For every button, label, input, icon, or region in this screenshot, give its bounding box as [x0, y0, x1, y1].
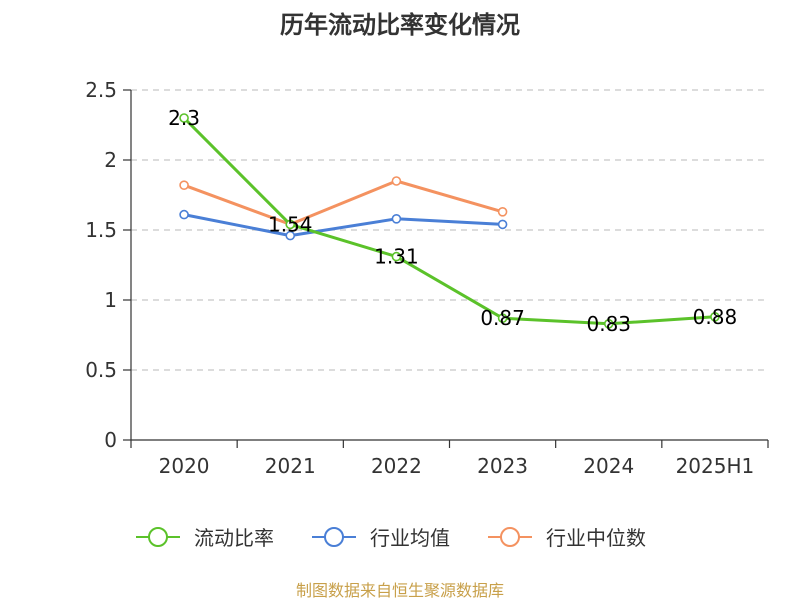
legend-item: 流动比率 [136, 526, 274, 550]
data-label: 2.3 [168, 106, 200, 130]
y-tick-label: 1 [104, 288, 117, 312]
data-point [497, 207, 508, 217]
legend-item: 行业中位数 [488, 526, 646, 550]
data-point [497, 219, 508, 230]
x-tick-label: 2023 [477, 454, 528, 478]
legend-item: 行业均值 [312, 526, 450, 550]
y-tick-label: 2 [104, 148, 117, 172]
x-tick-label: 2024 [583, 454, 634, 478]
data-point [497, 313, 508, 324]
data-label: 1.54 [268, 212, 313, 236]
data-point [179, 209, 189, 220]
series [179, 113, 720, 329]
data-label: 1.31 [374, 245, 419, 269]
data-point [391, 214, 402, 224]
legend-marker [500, 527, 520, 547]
x-tick-label: 2021 [265, 454, 316, 478]
grid [131, 89, 768, 371]
axes: 0 0.5 1 1.5 2 2.5 2020 2021 2022 2023 2024 2025H1 [85, 78, 769, 478]
data-point [391, 251, 402, 262]
data-point [285, 230, 296, 241]
data-point [285, 219, 296, 230]
data-labels: 2.3 1.54 1.31 0.87 0.83 0.88 [168, 106, 737, 336]
data-point [391, 176, 402, 186]
legend-marker [324, 527, 344, 547]
data-label: 0.87 [480, 306, 525, 330]
legend-label: 流动比率 [194, 526, 274, 550]
legend-label: 行业中位数 [546, 526, 646, 550]
x-tick-label: 2025H1 [676, 454, 755, 478]
legend: 流动比率 行业均值 行业中位数 [136, 526, 646, 550]
source-note: 制图数据来自恒生聚源数据库 [296, 581, 504, 600]
data-point [603, 318, 614, 329]
legend-label: 行业均值 [370, 526, 450, 550]
x-tick-label: 2022 [371, 454, 422, 478]
y-tick-label: 0 [104, 428, 117, 452]
series-line [183, 116, 716, 326]
data-point [179, 180, 189, 190]
x-tick-label: 2020 [159, 454, 210, 478]
series-line [183, 213, 503, 238]
y-tick-label: 1.5 [85, 218, 117, 242]
chart-title: 历年流动比率变化情况 [280, 11, 520, 39]
series-line [183, 179, 504, 226]
data-label: 0.88 [693, 305, 738, 329]
y-tick-label: 0.5 [85, 358, 117, 382]
y-tick-label: 2.5 [85, 78, 117, 102]
data-point [179, 113, 189, 123]
legend-marker [148, 527, 168, 547]
data-label: 0.83 [586, 312, 631, 336]
data-point [710, 311, 720, 322]
